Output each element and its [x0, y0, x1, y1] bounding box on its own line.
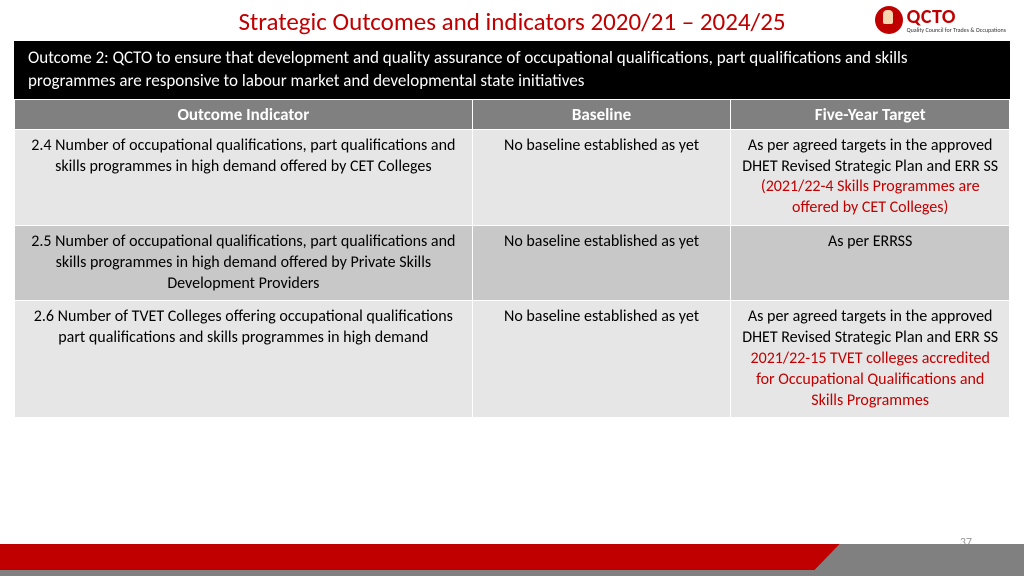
- hand-icon: [875, 6, 903, 34]
- indicators-table: Outcome Indicator Baseline Five-Year Tar…: [14, 99, 1010, 419]
- cell-indicator: 2.5 Number of occupational qualification…: [15, 226, 473, 301]
- cell-target: As per agreed targets in the approved DH…: [731, 301, 1010, 418]
- cell-target: As per agreed targets in the approved DH…: [731, 129, 1010, 225]
- table-row: 2.5 Number of occupational qualification…: [15, 226, 1010, 301]
- highlight-text: 2021/22-15 TVET colleges accredited for …: [750, 349, 989, 410]
- table-row: 2.6 Number of TVET Colleges offering occ…: [15, 301, 1010, 418]
- table-row: 2.4 Number of occupational qualification…: [15, 129, 1010, 225]
- cell-baseline: No baseline established as yet: [472, 301, 731, 418]
- qcto-logo: QCTO Quality Council for Trades & Occupa…: [875, 6, 1006, 34]
- cell-indicator: 2.6 Number of TVET Colleges offering occ…: [15, 301, 473, 418]
- footer-bar: [0, 544, 1024, 576]
- col-header-baseline: Baseline: [472, 99, 731, 129]
- page-title: Strategic Outcomes and indicators 2020/2…: [238, 6, 785, 37]
- col-header-indicator: Outcome Indicator: [15, 99, 473, 129]
- cell-target: As per ERRSS: [731, 226, 1010, 301]
- highlight-text: (2021/22-4 Skills Programmes are offered…: [761, 177, 980, 217]
- cell-indicator: 2.4 Number of occupational qualification…: [15, 129, 473, 225]
- logo-sub-text: Quality Council for Trades & Occupations: [907, 27, 1006, 33]
- cell-baseline: No baseline established as yet: [472, 226, 731, 301]
- outcome-banner: Outcome 2: QCTO to ensure that developme…: [14, 41, 1010, 99]
- cell-baseline: No baseline established as yet: [472, 129, 731, 225]
- logo-main-text: QCTO: [907, 7, 1006, 27]
- table-header-row: Outcome Indicator Baseline Five-Year Tar…: [15, 99, 1010, 129]
- title-bar: Strategic Outcomes and indicators 2020/2…: [0, 0, 1024, 41]
- col-header-target: Five-Year Target: [731, 99, 1010, 129]
